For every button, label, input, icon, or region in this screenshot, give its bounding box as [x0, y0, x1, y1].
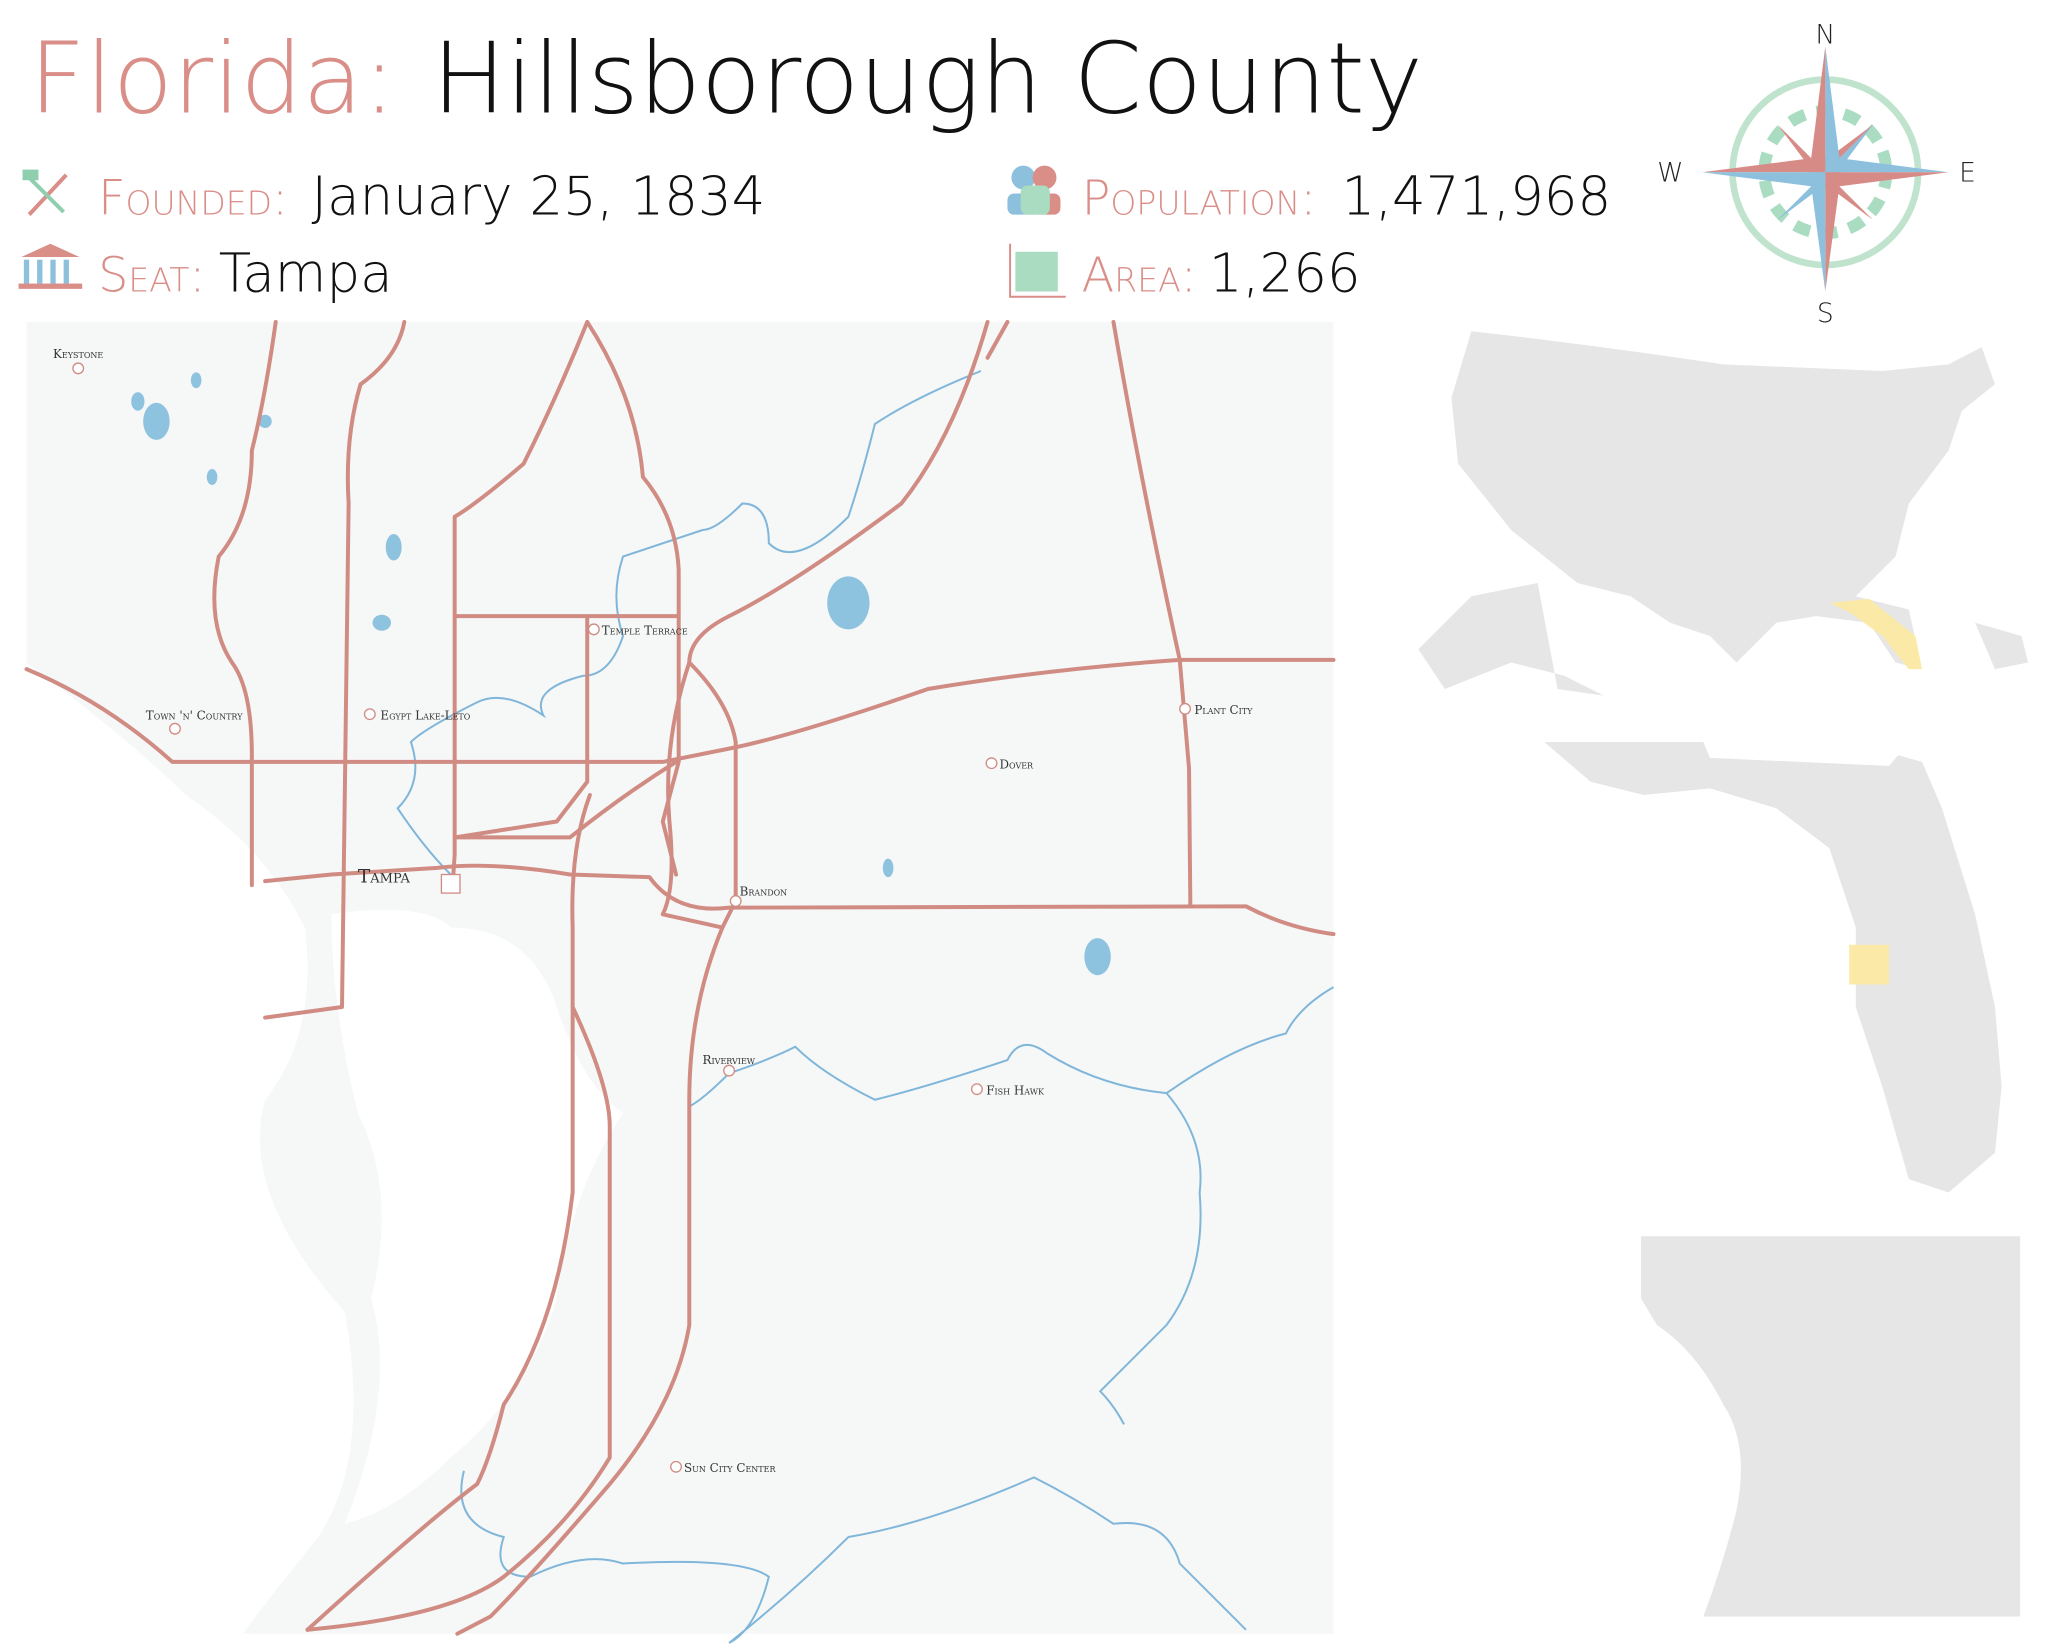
population-value: 1,471,968 — [1341, 166, 1611, 228]
florida-highlight — [1829, 598, 1923, 670]
founded-icon — [22, 169, 68, 217]
place-label: Egypt Lake-Leto — [380, 708, 470, 722]
place-label: Keystone — [53, 347, 103, 361]
place-label: Town 'n' Country — [146, 708, 243, 722]
seat-icon — [18, 243, 83, 289]
area-icon — [1009, 243, 1066, 298]
place-label: Temple Terrace — [602, 624, 688, 638]
founded-value: January 25, 1834 — [312, 166, 766, 228]
state-title: Florida: — [29, 23, 396, 137]
place-label: Dover — [999, 758, 1034, 772]
place-label: Sun City Center — [684, 1461, 776, 1475]
place-label: Fish Hawk — [986, 1083, 1045, 1097]
founded-label: Founded: — [98, 172, 288, 227]
place-label: Brandon — [740, 885, 788, 899]
place-label: Tampa — [358, 866, 411, 887]
area-label: Area: — [1082, 249, 1197, 304]
seat-label: Seat: — [98, 249, 205, 304]
compass-east: E — [1959, 158, 1976, 189]
county-map — [24, 319, 1336, 1644]
county-title: Hillsborough County — [432, 23, 1423, 137]
usa-inset — [1418, 331, 2029, 696]
florida-inset — [1544, 742, 2002, 1193]
compass — [1702, 46, 1949, 292]
place-label: Riverview — [703, 1053, 756, 1067]
compass-west: W — [1657, 158, 1683, 189]
place-label: Plant City — [1194, 703, 1253, 717]
seat-value: Tampa — [219, 243, 393, 305]
county-inset — [1641, 1236, 2021, 1617]
area-value: 1,266 — [1209, 243, 1361, 305]
compass-north: N — [1815, 20, 1835, 51]
compass-south: S — [1817, 298, 1834, 329]
population-icon — [1007, 165, 1061, 215]
population-label: Population: — [1082, 172, 1317, 227]
